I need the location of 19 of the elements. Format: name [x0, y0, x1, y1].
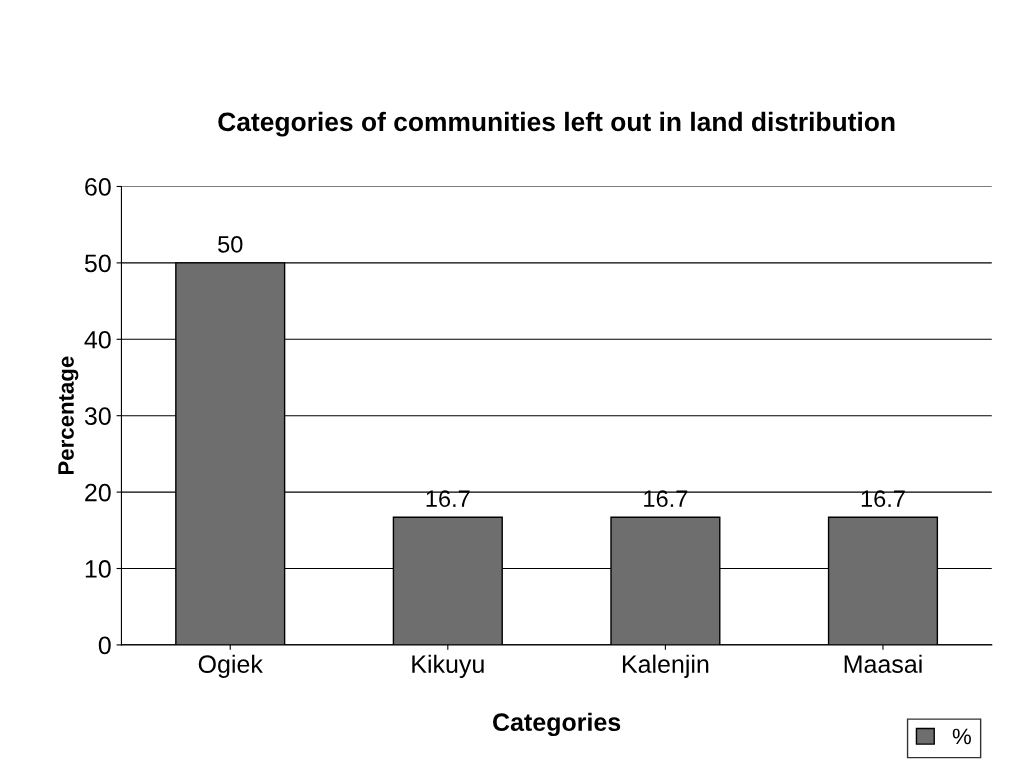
x-tick-label: Maasai: [844, 654, 922, 673]
data-label: 16.7: [426, 490, 470, 508]
y-tick-label: 50: [84, 254, 111, 273]
y-tick-label: 0: [98, 636, 111, 655]
data-label: 16.7: [861, 490, 905, 508]
y-tick-label: 30: [84, 407, 111, 425]
y-tick-label: 10: [85, 560, 111, 578]
legend-label: %: [952, 728, 971, 745]
chart-title: Categories of communities left out in land distribution: [218, 111, 895, 137]
y-tick-label: 60: [85, 178, 111, 196]
x-axis-title: Categories: [493, 712, 621, 737]
y-tick-label: 20: [85, 483, 111, 502]
y-axis-title: Percentage: [58, 356, 79, 475]
data-label: 50: [218, 235, 243, 253]
x-tick-label: Kalenjin: [622, 654, 709, 678]
data-label: 16.7: [644, 490, 688, 508]
x-tick-label: Ogiek: [198, 654, 263, 678]
y-tick-label: 40: [84, 330, 111, 349]
x-tick-label: Kikuyu: [412, 654, 484, 678]
